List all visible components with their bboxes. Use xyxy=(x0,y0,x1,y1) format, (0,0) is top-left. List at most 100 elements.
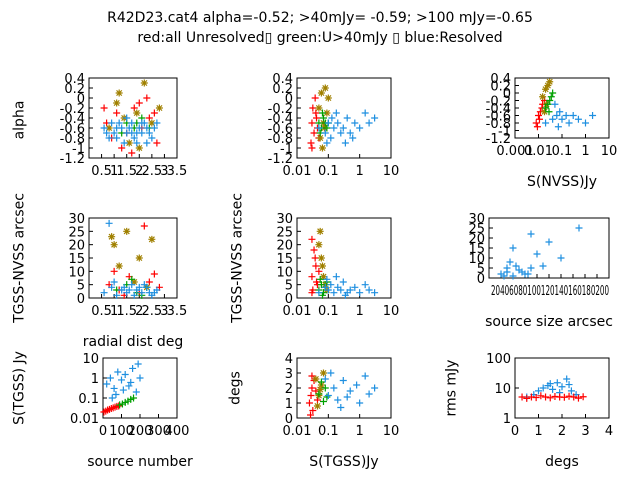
data-point-red xyxy=(143,94,151,102)
data-point-blue xyxy=(120,139,128,147)
data-point-olive xyxy=(312,375,320,383)
data-point-red xyxy=(308,235,316,243)
data-point-blue xyxy=(574,115,582,123)
x-tick-label: 0.01 xyxy=(283,164,312,179)
x-tick-label: 2 xyxy=(135,164,143,179)
y-tick-label: 30 xyxy=(276,212,293,227)
data-point-blue xyxy=(569,112,577,119)
data-point-blue xyxy=(562,112,570,119)
x-tick-label: 3 xyxy=(581,424,589,439)
x-tick-label: 2.5 xyxy=(142,164,163,179)
y-tick-label: 25 xyxy=(468,222,485,237)
y-tick-label: -1.2 xyxy=(486,132,511,147)
data-point-blue xyxy=(105,134,113,142)
data-point-blue xyxy=(365,390,373,398)
data-point-blue xyxy=(558,115,566,123)
data-point-olive xyxy=(125,139,133,147)
data-point-olive xyxy=(115,262,123,270)
data-point-blue xyxy=(110,129,118,137)
data-point-olive xyxy=(318,262,326,270)
data-point-blue xyxy=(518,268,526,276)
data-point-blue xyxy=(119,386,127,394)
data-point-olive xyxy=(315,241,323,249)
data-point-olive xyxy=(544,82,552,89)
data-point-blue xyxy=(556,108,564,116)
data-point-red xyxy=(145,278,153,286)
data-point-blue xyxy=(527,230,535,238)
y-tick-label: -0.6 xyxy=(268,122,293,137)
data-point-olive xyxy=(323,109,331,117)
data-point-olive xyxy=(110,241,118,249)
data-point-blue xyxy=(148,134,156,142)
data-point-blue xyxy=(130,134,138,142)
data-point-blue xyxy=(135,283,143,291)
plot-frame xyxy=(88,217,178,299)
data-point-olive xyxy=(546,78,554,86)
x-tick-label: 0.1 xyxy=(318,424,339,439)
data-point-blue xyxy=(323,275,331,283)
data-point-blue xyxy=(365,119,373,127)
data-point-blue xyxy=(145,129,153,137)
y-tick-label: 0.2 xyxy=(490,80,511,95)
data-point-olive xyxy=(108,233,116,241)
y-tick-label: 20 xyxy=(276,239,293,254)
chart-panel-p2: 0.01 0.1 1 10 0.40.20-0.2-0.4-0.6-0.8-1-1.2 xyxy=(268,72,400,179)
data-point-blue xyxy=(129,364,137,372)
y-tick-label: 0.4 xyxy=(272,72,293,87)
data-point-green xyxy=(545,108,553,116)
data-point-blue xyxy=(127,378,135,386)
data-point-blue xyxy=(143,139,151,147)
data-point-red xyxy=(308,273,316,281)
y-tick-label: 100 xyxy=(486,352,511,367)
data-point-olive xyxy=(148,119,156,127)
data-point-red xyxy=(311,94,319,102)
x-tick-label: 1 xyxy=(110,164,118,179)
data-point-blue xyxy=(100,289,108,297)
x-tick-label: 10 xyxy=(383,164,400,179)
data-point-red xyxy=(150,270,158,278)
data-point-blue xyxy=(371,289,379,297)
y-tick-label: 0.1 xyxy=(78,392,99,407)
y-tick-label: 0 xyxy=(77,92,85,107)
data-point-blue xyxy=(509,272,517,280)
data-point-green xyxy=(323,124,331,132)
data-point-blue xyxy=(128,281,136,289)
data-point-red xyxy=(118,144,126,152)
data-point-red xyxy=(579,393,587,401)
data-point-blue xyxy=(361,109,369,117)
data-point-blue xyxy=(125,286,133,294)
data-point-red xyxy=(135,99,143,107)
data-point-red xyxy=(308,384,316,392)
data-point-blue xyxy=(361,372,369,380)
data-point-red xyxy=(574,394,582,402)
data-point-red xyxy=(565,392,573,400)
x-tick-labels: 20406080100120140160180200 xyxy=(491,284,609,299)
x-axis-label: S(NVSS)Jy xyxy=(527,174,597,190)
data-point-blue xyxy=(565,381,573,389)
data-point-olive xyxy=(540,108,548,116)
data-point-red xyxy=(537,392,545,400)
data-point-blue xyxy=(512,262,520,270)
data-point-blue xyxy=(135,124,143,132)
data-point-blue xyxy=(558,383,566,391)
y-tick-label: -0.6 xyxy=(60,122,85,137)
data-point-olive xyxy=(123,227,131,235)
figure-title-line1: R42D23.cat4 alpha=-0.52; >40mJy= -0.59; … xyxy=(107,10,533,26)
data-point-red xyxy=(308,289,316,297)
x-tick-label: 2 xyxy=(558,424,566,439)
data-point-green xyxy=(315,390,323,398)
x-tick-label: 1.5 xyxy=(116,304,137,319)
data-point-olive xyxy=(155,104,163,112)
x-tick-label: 1 xyxy=(110,304,118,319)
data-point-blue xyxy=(565,119,573,127)
data-point-green xyxy=(546,97,554,104)
x-tick-label: 1 xyxy=(581,144,589,159)
data-point-blue xyxy=(113,124,121,132)
figure-title-line2: red:all Unresolved▯ green:U>40mJy ▯ blue… xyxy=(137,30,502,46)
data-point-blue xyxy=(365,286,373,294)
x-tick-label: 0.1 xyxy=(318,304,339,319)
data-point-blue xyxy=(125,382,133,390)
